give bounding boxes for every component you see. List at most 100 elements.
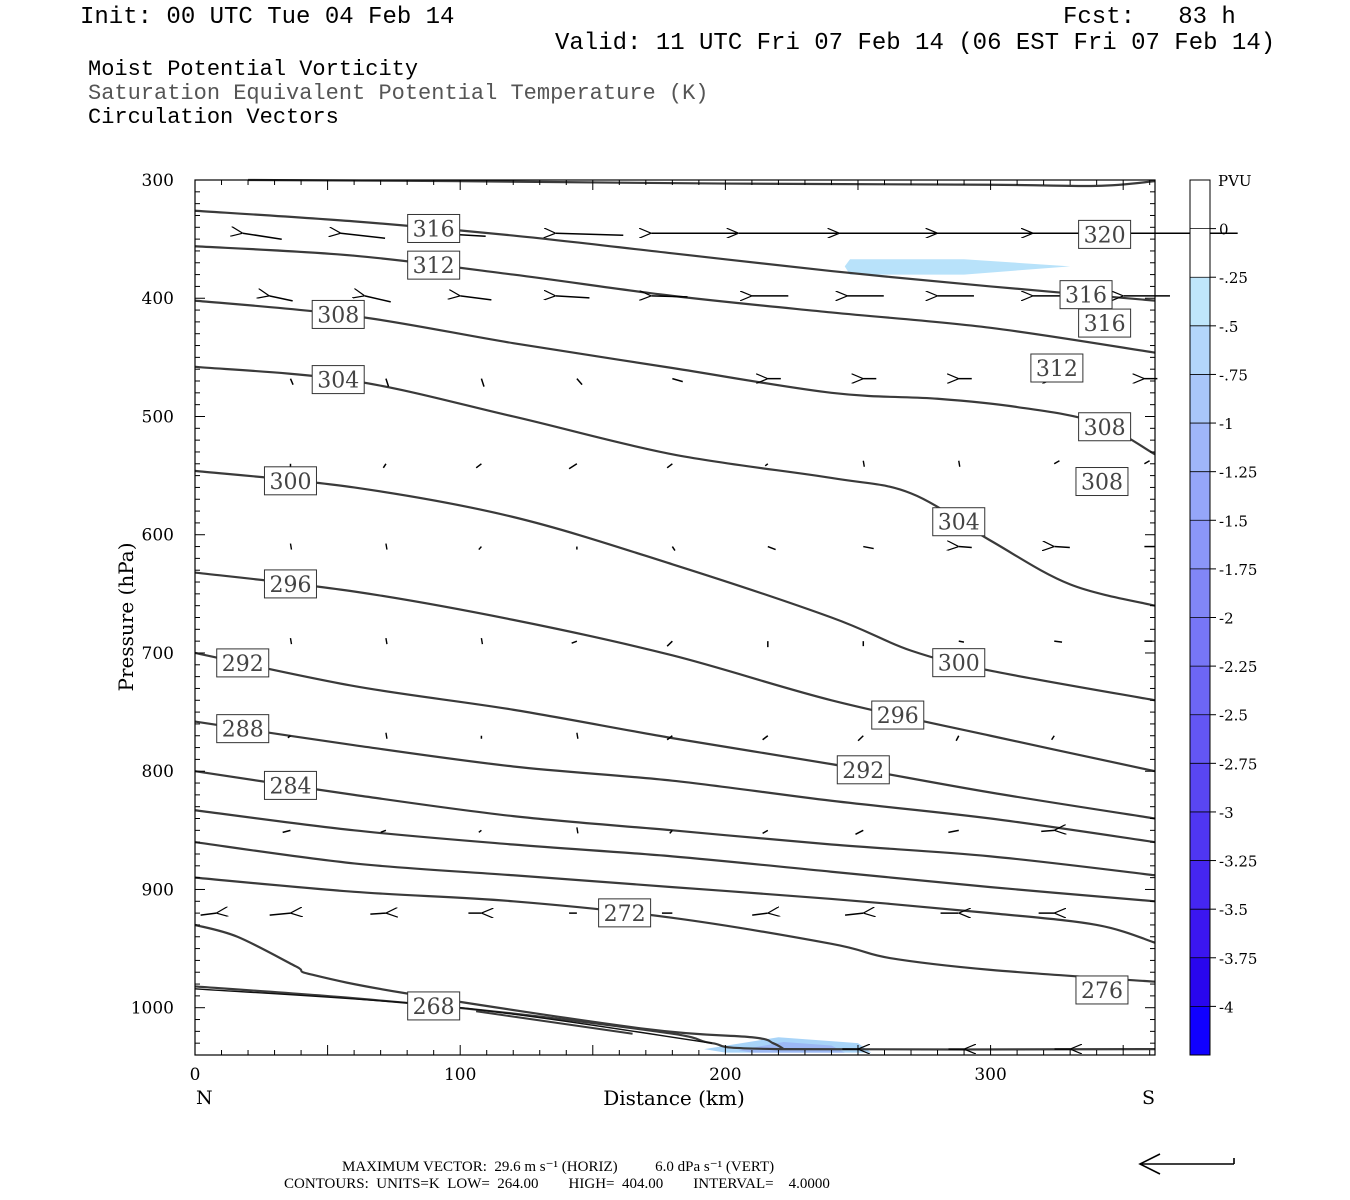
contour-label-box — [1030, 353, 1084, 383]
circulation-vector — [862, 460, 865, 467]
contour-label-box — [407, 213, 461, 243]
contour-label-text: 296 — [877, 704, 919, 729]
colorbar-label: -1.5 — [1219, 512, 1248, 530]
circulation-vector — [959, 547, 972, 548]
colorbar-swatch — [1190, 617, 1210, 667]
theta-e-contour-280 — [194, 809, 1156, 903]
contour-label-box — [407, 250, 461, 280]
circulation-vector — [289, 378, 294, 385]
circulation-vector — [1053, 460, 1060, 465]
contour-label-268: 268 — [407, 991, 461, 1021]
circulation-vector — [1041, 830, 1054, 831]
contour-label-box — [1078, 219, 1132, 249]
circulation-vector — [341, 233, 386, 239]
contour-label-box — [263, 466, 317, 496]
colorbar-title: PVU — [1218, 172, 1252, 190]
y-tick-label: 800 — [142, 762, 174, 782]
contour-label-box — [263, 770, 317, 800]
colorbar-swatch — [1190, 374, 1210, 424]
contour-label-box — [871, 700, 925, 730]
colorbar-swatch — [1190, 423, 1210, 473]
max-vector-note: MAXIMUM VECTOR: 29.6 m s⁻¹ (HORIZ) 6.0 d… — [342, 1159, 775, 1175]
contour-label-text: 316 — [1084, 312, 1126, 337]
field-title-1: Moist Potential Vorticity — [88, 57, 419, 82]
theta-e-contour-296 — [194, 571, 1156, 773]
contour-label-316: 316 — [407, 213, 461, 243]
colorbar-swatch — [1190, 520, 1210, 570]
circulation-vector — [671, 546, 676, 551]
contour-label-box — [263, 569, 317, 599]
contour-label-text: 308 — [317, 303, 359, 328]
contour-label-304: 304 — [311, 365, 365, 395]
colorbar-swatch — [1190, 714, 1210, 764]
circulation-vector — [576, 827, 579, 834]
colorbar: 0 -.25 -.5 -.75 -1 -1.25 -1.5 -1.75 -2 -2.25 -2.5 -… — [1189, 179, 1257, 1056]
colorbar-label: -3.25 — [1219, 853, 1257, 871]
colorbar-swatch — [1190, 277, 1210, 327]
circulation-vector — [269, 296, 293, 302]
contour-label-text: 288 — [222, 718, 264, 743]
circulation-vector — [1144, 460, 1150, 465]
contour-label-text: 308 — [1084, 416, 1126, 441]
circulation-vector — [855, 829, 864, 836]
contour-label-box — [836, 755, 890, 785]
circulation-vector — [571, 640, 578, 644]
colorbar-swatch — [1190, 228, 1210, 278]
contour-label-296: 296 — [871, 700, 925, 730]
contour-label-box — [311, 299, 365, 329]
colorbar-swatch — [1190, 325, 1210, 375]
field-title-3: Circulation Vectors — [88, 105, 339, 130]
contour-label-text: 312 — [413, 254, 455, 279]
y-tick-label: 600 — [142, 526, 174, 546]
contour-label-292: 292 — [836, 755, 890, 785]
x-tick-label: 200 — [709, 1065, 741, 1085]
contour-label-box — [216, 648, 270, 678]
theta-e-contour-316 — [194, 209, 1156, 302]
valid-time: Valid: 11 UTC Fri 07 Feb 14 (06 EST Fri … — [555, 30, 1276, 57]
circulation-vector — [556, 296, 590, 298]
contour-label-layer: 3163163123083083043043003002962962922922… — [216, 213, 1132, 1021]
colorbar-swatch — [1190, 909, 1210, 959]
y-axis-label: Pressure (hPa) — [114, 543, 138, 692]
colorbar-label: -1.25 — [1219, 464, 1257, 482]
circulation-vector — [200, 913, 217, 915]
circulation-vector — [651, 296, 688, 297]
colorbar-swatch — [1190, 957, 1210, 1007]
circulation-vector — [380, 829, 387, 834]
contour-label-text: 300 — [269, 470, 311, 495]
colorbar-label: -2.5 — [1219, 707, 1248, 725]
circulation-vector — [385, 638, 388, 645]
circulation-vector — [863, 545, 874, 550]
contour-label-284: 284 — [263, 770, 317, 800]
field-title-2: Saturation Equivalent Potential Temperat… — [88, 81, 709, 106]
circulation-vector — [556, 233, 624, 235]
circulation-vector — [568, 463, 578, 470]
contour-label-text: 300 — [938, 652, 980, 677]
circulation-vector — [669, 829, 673, 834]
colorbar-label: -.75 — [1219, 366, 1248, 384]
contour-label-box — [1078, 308, 1132, 338]
contour-label-text: 296 — [269, 573, 311, 598]
theta-e-contour-304 — [194, 365, 1156, 607]
circulation-vector — [1054, 640, 1063, 643]
colorbar-label: -3 — [1219, 804, 1234, 822]
contour-label-304: 304 — [932, 507, 986, 537]
circulation-vector — [382, 463, 387, 469]
contour-label-text: 320 — [1084, 223, 1126, 248]
contour-label-text: 284 — [269, 774, 311, 799]
x-tick-label: 100 — [444, 1065, 476, 1085]
contour-label-276: 276 — [1075, 975, 1129, 1005]
colorbar-swatch — [1190, 471, 1210, 521]
contour-label-316: 316 — [1059, 280, 1113, 310]
colorbar-swatch — [1190, 811, 1210, 862]
circulation-vector — [478, 546, 482, 551]
theta-e-contour-292 — [194, 651, 1156, 820]
theta-e-contour-312 — [194, 245, 1156, 354]
contour-label-288: 288 — [216, 714, 270, 744]
contour-label-box — [1078, 412, 1132, 442]
pv-shade-region — [844, 259, 1071, 275]
contour-label-308: 308 — [1078, 412, 1132, 442]
contour-label-text: 312 — [1036, 357, 1078, 382]
reference-vector-icon — [1138, 1153, 1235, 1175]
contour-label-312: 312 — [1030, 353, 1084, 383]
